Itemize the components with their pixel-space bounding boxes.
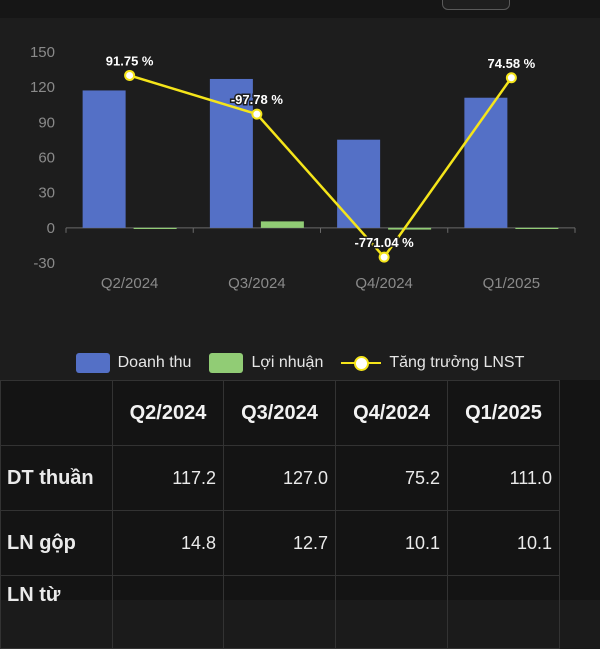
y-tick-label: 120 [30,79,55,96]
legend-label-growth: Tăng trưởng LNST [389,354,525,371]
table-header-cell: Q3/2024 [223,380,336,446]
profit-bar [260,221,304,228]
table-row: LN từ [0,575,560,649]
legend-item-growth[interactable]: Tăng trưởng LNST [341,353,524,373]
revenue-bar [209,78,253,228]
table-cell: 111.0 [447,445,560,511]
growth-data-label: -771.04 % [354,235,414,250]
growth-data-label: 74.58 % [488,56,536,71]
revenue-bar [464,97,508,228]
legend-item-profit[interactable]: Lợi nhuận [209,353,323,373]
growth-point [378,251,390,263]
table-cell [223,575,336,649]
table-cell: 12.7 [223,510,336,576]
legend-item-revenue[interactable]: Doanh thu [75,353,192,373]
x-tick-label: Q1/2025 [483,275,541,292]
row-label: LN từ [0,575,113,649]
table-header-cell: Q1/2025 [447,380,560,446]
revenue-bar [82,90,126,228]
growth-data-label: -97.78 % [231,92,283,107]
table-cell: 10.1 [335,510,448,576]
y-tick-label: 30 [38,185,55,202]
table-cell: 75.2 [335,445,448,511]
table-cell: 14.8 [112,510,224,576]
x-tick-label: Q4/2024 [355,275,413,292]
y-tick-label: 60 [38,150,55,167]
table-row: LN gộp 14.8 12.7 10.1 10.1 [0,510,560,576]
growth-point [505,72,517,84]
table-header-cell: Q2/2024 [112,380,224,446]
growth-data-label: 91.75 % [106,53,154,68]
profit-bar [515,227,559,230]
legend-label-revenue: Doanh thu [117,354,192,371]
growth-point [251,108,263,120]
x-tick-label: Q3/2024 [228,275,286,292]
top-bar [0,0,600,18]
legend-swatch-profit [209,353,244,373]
table-cell [112,575,224,649]
y-tick-label: -30 [33,255,55,272]
financial-table-wrap: Q2/2024 Q3/2024 Q4/2024 Q1/2025 DT thuần… [0,380,600,649]
chart-legend: Doanh thu Lợi nhuận Tăng trưởng LNST [0,351,600,375]
table-header-cell [0,380,113,446]
legend-swatch-growth [341,353,382,373]
table-cell: 10.1 [447,510,560,576]
y-tick-label: 90 [38,114,55,131]
y-tick-label: 150 [30,44,55,61]
table-cell [447,575,560,649]
table-cell [335,575,448,649]
row-label: LN gộp [0,510,113,576]
table-header-cell: Q4/2024 [335,380,448,446]
chart-panel: 150 120 90 60 30 0 -30 Q2/2024 Q3/2024 Q4/2024 Q1/… [0,18,600,380]
combo-chart: 150 120 90 60 30 0 -30 Q2/2024 Q3/2024 Q4/2024 Q1/… [30,44,576,292]
financial-table: Q2/2024 Q3/2024 Q4/2024 Q1/2025 DT thuần… [0,380,560,649]
row-label: DT thuần [0,445,113,511]
table-row: DT thuần 117.2 127.0 75.2 111.0 [0,445,560,511]
growth-line [129,74,513,260]
x-tick-label: Q2/2024 [101,275,159,292]
table-cell: 127.0 [223,445,336,511]
profit-bar [133,227,177,230]
y-tick-label: 0 [47,220,55,237]
legend-label-profit: Lợi nhuận [251,354,324,371]
table-header-row: Q2/2024 Q3/2024 Q4/2024 Q1/2025 [0,380,560,446]
legend-swatch-revenue [75,353,110,373]
revenue-bar [337,139,381,228]
table-cell: 117.2 [112,445,224,511]
top-pill-button[interactable] [442,0,510,10]
growth-point [124,69,136,81]
profit-bar [388,227,432,230]
